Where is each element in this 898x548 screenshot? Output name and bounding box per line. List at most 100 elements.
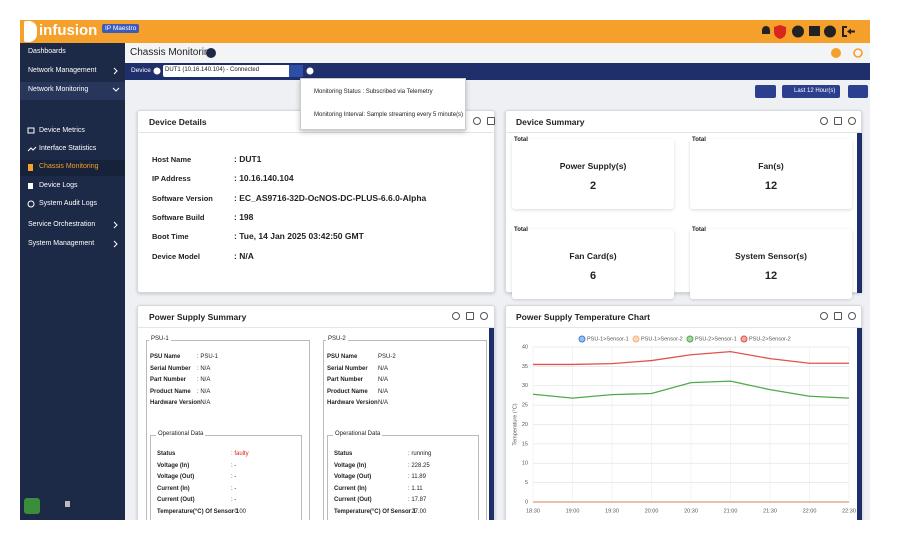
legend-swatch (686, 335, 694, 343)
nav-subitem[interactable]: Device Metrics (39, 127, 85, 134)
x-tick-label: 21:30 (763, 508, 777, 514)
panel-icon[interactable] (834, 312, 842, 320)
summary-card (512, 139, 674, 209)
panel-icon[interactable] (848, 312, 856, 320)
psu-field-value: : N/A (197, 365, 211, 372)
nav-item[interactable]: Network Monitoring (28, 86, 89, 93)
detail-value: : 198 (234, 211, 254, 222)
detail-value: : Tue, 14 Jan 2025 03:42:50 GMT (234, 231, 364, 242)
operational-box (150, 435, 302, 520)
legend-label: PSU-1>Sensor-1 (587, 336, 629, 342)
dropdown-button[interactable] (289, 65, 303, 77)
legend-label: PSU-2>Sensor-1 (695, 336, 737, 342)
info-icon[interactable] (205, 47, 217, 59)
scrollbar (489, 328, 494, 520)
detail-label: Host Name (152, 155, 192, 164)
edit-button[interactable] (24, 498, 40, 514)
nav-item[interactable]: Dashboards (28, 48, 66, 55)
psu-field-value: : N/A (197, 400, 211, 406)
panel-icon[interactable] (480, 312, 488, 320)
psu-field-value: : PSU-1 (197, 354, 219, 360)
psu-box (146, 340, 310, 520)
card-count: 12 (764, 180, 778, 192)
panel-icon[interactable] (820, 117, 828, 125)
icon (27, 127, 35, 134)
x-tick-label: 18:30 (526, 508, 540, 514)
operational-value: : faulty (231, 451, 249, 457)
operational-label: Temperature(°C) Of Sensor 1 (157, 508, 239, 515)
info-icon[interactable] (306, 67, 314, 75)
operational-label: Current (Out) (334, 497, 372, 503)
nav-item[interactable]: System Management (28, 240, 95, 247)
operational-label: Temperature(°C) Of Sensor 1 (334, 508, 416, 515)
icon (27, 146, 37, 152)
panel-icon[interactable] (466, 312, 474, 320)
x-tick-label: 22:00 (803, 508, 817, 514)
legend-label: PSU-2>Sensor-2 (749, 336, 791, 342)
detail-value: : EC_AS9716-32D-OcNOS-DC-PLUS-6.6.0-Alph… (234, 192, 427, 203)
detail-label: Software Version (152, 193, 213, 203)
psu-field-label: PSU Name (150, 354, 181, 360)
panel-title: Power Supply Temperature Chart (516, 312, 650, 322)
operational-label: Current (Out) (157, 497, 195, 503)
book-icon[interactable] (809, 26, 820, 36)
operational-label: Voltage (In) (157, 462, 190, 469)
y-tick-label: 10 (522, 461, 528, 467)
info-icon[interactable] (792, 25, 804, 38)
detail-value: : DUT1 (234, 154, 262, 164)
panel-title: Device Details (149, 117, 207, 127)
legend-swatch (632, 335, 640, 343)
nav-subitem[interactable]: System Audit Logs (39, 200, 97, 207)
device-select[interactable]: DUT1 (10.16.140.104) - Connected (163, 65, 303, 77)
tooltip: Monitoring Status : Subscribed via Telem… (300, 78, 466, 130)
settings-button[interactable] (848, 85, 868, 98)
page-title: Chassis Monitoring (130, 47, 216, 58)
device-select-text: DUT1 (10.16.140.104) - Connected (165, 67, 260, 73)
psu-legend: PSU-1 (149, 336, 171, 342)
operational-label: Status (334, 451, 353, 457)
psu-field-label: Part Number (150, 377, 187, 383)
panel-icon[interactable] (820, 312, 828, 320)
operational-label: Voltage (Out) (334, 474, 372, 480)
nav-subitem[interactable]: Interface Statistics (39, 145, 97, 152)
divider (506, 327, 861, 328)
panel-icon[interactable] (834, 117, 842, 125)
legend-swatch (740, 335, 748, 343)
icon (65, 501, 70, 507)
x-tick-label: 19:30 (605, 508, 619, 514)
info-icon[interactable] (153, 67, 161, 75)
panel-icon[interactable] (473, 117, 481, 125)
chevron (113, 221, 118, 229)
detail-label: Device Model (152, 251, 200, 261)
temperature-chart-panel: Power Supply Temperature Chart 0 5 10 15 20 2… (505, 305, 862, 520)
x-tick-label: 22:30 (842, 508, 856, 514)
active-item (20, 160, 125, 176)
user-icon[interactable] (824, 25, 836, 38)
logo-mark (24, 21, 37, 42)
card-caption: Total (514, 137, 528, 143)
help-icon[interactable] (831, 48, 841, 58)
power-supply-panel: Power Supply Summary PSU-1 PSU Name: PSU-… (137, 305, 495, 520)
detail-label: Software Build (152, 212, 205, 222)
nav-item[interactable]: Service Orchestration (28, 221, 96, 228)
divider (506, 132, 861, 133)
nav-item[interactable]: Network Management (28, 67, 97, 74)
psu-field-value: N/A (378, 400, 389, 406)
panel-icon[interactable] (848, 117, 856, 125)
export-button[interactable] (755, 85, 776, 98)
psu-field-label: Serial Number (150, 365, 191, 372)
refresh-icon[interactable] (853, 48, 863, 58)
sidebar: Dashboards Network Management Network Mo… (20, 43, 125, 520)
nav-subitem[interactable]: Chassis Monitoring (39, 163, 99, 170)
icon (28, 183, 33, 189)
panel-title: Device Summary (516, 117, 585, 127)
operational-label: Current (In) (157, 485, 190, 492)
panel-icon[interactable] (452, 312, 460, 320)
nav-subitem[interactable]: Device Logs (39, 182, 78, 189)
range-button[interactable]: Last 12 Hour(s) (782, 85, 840, 98)
bell-icon[interactable] (762, 26, 770, 34)
shield-icon[interactable] (774, 25, 786, 39)
panel-icon[interactable] (487, 117, 495, 125)
y-tick-label: 35 (522, 364, 528, 370)
logout-icon[interactable] (842, 26, 855, 37)
